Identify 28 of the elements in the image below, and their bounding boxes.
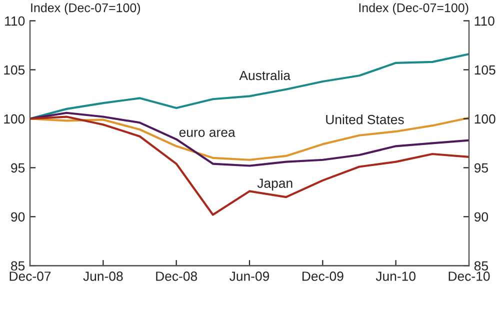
line-series [30, 116, 469, 216]
x-tick-label: Jun-10 [376, 272, 416, 281]
series-label: euro area [179, 130, 236, 137]
x-tick-label: Jun-08 [83, 272, 123, 281]
y-tick-label: 95 [11, 163, 25, 173]
y-tick-label: 85 [11, 261, 25, 271]
series-label: Australia [239, 70, 291, 80]
x-tick-label: Dec-10 [448, 272, 490, 281]
y-tick-label: 110 [5, 16, 25, 26]
y-tick-label: 105 [4, 65, 25, 75]
x-tick-label: Dec-07 [10, 272, 51, 281]
y-axis-title: Index (Dec-07=100) [31, 3, 140, 15]
y2-axis-title: Index (Dec-07=100) [359, 3, 468, 15]
series-label: Japan [257, 178, 292, 191]
line-series [30, 112, 469, 167]
y2-tick-label: 105 [474, 65, 496, 75]
y2-tick-label: 110 [474, 16, 494, 26]
y2-tick-label: 85 [474, 261, 488, 271]
y-tick-label: 100 [4, 114, 25, 124]
line-series [30, 116, 469, 161]
y2-tick-label: 90 [474, 212, 488, 222]
x-tick-label: Jun-09 [230, 272, 270, 281]
x-tick-label: Dec-09 [302, 272, 344, 281]
series-label: United States [326, 114, 404, 124]
y2-tick-label: 95 [474, 163, 488, 173]
y-tick-label: 90 [11, 212, 25, 222]
x-tick-label: Dec-08 [156, 272, 198, 281]
y2-tick-label: 100 [474, 114, 496, 124]
